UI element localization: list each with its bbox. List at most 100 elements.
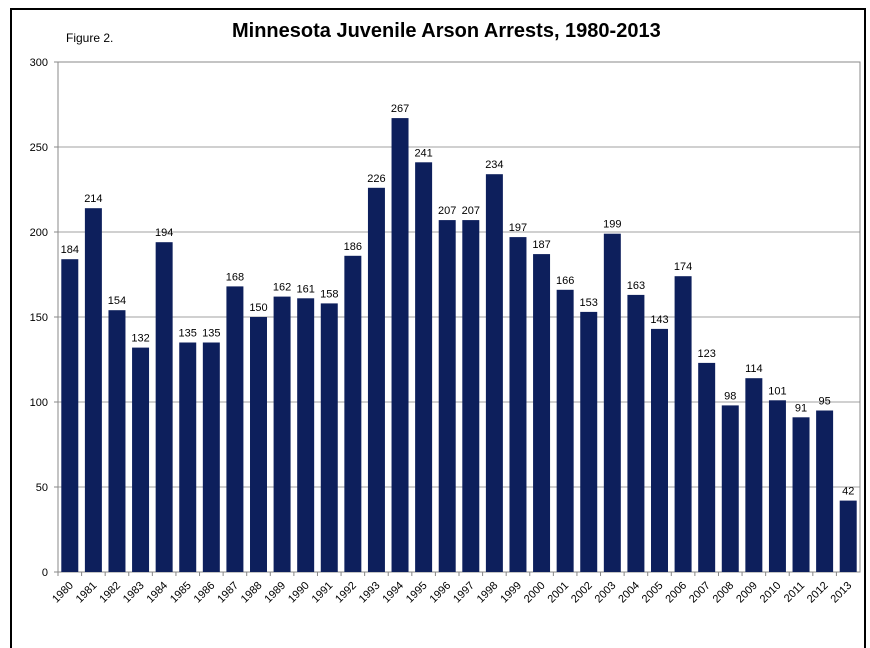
- data-label: 226: [367, 173, 385, 185]
- data-label: 91: [795, 402, 807, 414]
- bar: [533, 254, 551, 572]
- bar: [344, 255, 362, 573]
- data-label: 153: [580, 297, 598, 309]
- x-tick-label: 1992: [333, 580, 359, 606]
- data-label: 158: [320, 288, 338, 300]
- x-tick-label: 2002: [569, 580, 595, 606]
- data-label: 199: [603, 219, 621, 231]
- bar: [745, 378, 763, 572]
- x-tick-label: 2005: [640, 580, 666, 606]
- bar: [603, 233, 621, 572]
- data-label: 168: [226, 271, 244, 283]
- bar: [768, 400, 786, 572]
- bar: [179, 342, 197, 572]
- chart-frame: [10, 8, 866, 648]
- data-label: 101: [768, 385, 786, 397]
- data-label: 187: [532, 239, 550, 251]
- bar: [721, 405, 739, 572]
- bar: [651, 328, 668, 572]
- x-tick-label: 1998: [475, 580, 501, 606]
- y-tick-label: 150: [30, 312, 48, 324]
- y-tick-label: 200: [30, 227, 48, 239]
- bar: [367, 187, 385, 573]
- data-label: 234: [485, 159, 503, 171]
- bar: [816, 410, 834, 572]
- data-label: 214: [84, 193, 102, 205]
- figure-label: Figure 2.: [66, 31, 114, 45]
- data-label: 95: [818, 396, 830, 408]
- bar: [108, 310, 126, 572]
- data-label: 197: [509, 222, 527, 234]
- x-tick-label: 1987: [215, 580, 241, 606]
- x-tick-label: 1988: [239, 580, 265, 606]
- x-tick-label: 2003: [593, 580, 619, 606]
- x-tick-label: 1993: [357, 580, 383, 606]
- bar: [84, 208, 102, 572]
- x-tick-label: 1996: [428, 580, 454, 606]
- bar: [202, 342, 220, 572]
- x-tick-label: 1984: [144, 580, 170, 606]
- bar: [438, 220, 456, 572]
- x-tick-label: 2012: [805, 580, 831, 606]
- data-label: 186: [344, 241, 362, 253]
- x-tick-label: 1995: [404, 580, 430, 606]
- data-label: 184: [61, 244, 79, 256]
- x-tick-label: 2010: [758, 580, 784, 606]
- bar: [839, 500, 857, 572]
- data-label: 98: [724, 390, 736, 402]
- x-tick-label: 1990: [286, 580, 312, 606]
- x-tick-label: 2008: [711, 580, 737, 606]
- x-tick-label: 1999: [498, 580, 524, 606]
- x-tick-label: 1986: [192, 580, 218, 606]
- bar: [320, 303, 338, 572]
- x-tick-label: 2007: [687, 580, 713, 606]
- x-tick-label: 1982: [97, 580, 123, 606]
- bar: [556, 289, 574, 572]
- bar: [273, 296, 291, 572]
- bar: [226, 286, 244, 572]
- data-label: 135: [179, 328, 197, 340]
- data-label: 123: [697, 348, 715, 360]
- bar: [132, 347, 150, 572]
- x-tick-label: 2013: [829, 580, 855, 606]
- x-tick-label: 1991: [310, 580, 336, 606]
- bar: [698, 362, 716, 572]
- x-tick-label: 1980: [50, 580, 76, 606]
- x-tick-label: 1983: [121, 580, 147, 606]
- y-tick-label: 50: [36, 482, 48, 494]
- x-tick-label: 1997: [451, 580, 477, 606]
- bar: [297, 298, 315, 572]
- data-label: 162: [273, 282, 291, 294]
- bar: [580, 311, 598, 572]
- bar-chart: 0501001502002503001841980214198115419821…: [30, 57, 861, 606]
- x-tick-label: 2006: [663, 580, 689, 606]
- y-tick-label: 0: [42, 567, 48, 579]
- bar: [509, 237, 527, 572]
- x-tick-label: 2004: [616, 580, 642, 606]
- data-label: 114: [745, 363, 763, 375]
- y-tick-label: 250: [30, 142, 48, 154]
- y-tick-label: 300: [30, 57, 48, 69]
- x-tick-label: 2009: [734, 580, 760, 606]
- bar: [792, 417, 810, 572]
- data-label: 150: [249, 302, 267, 314]
- data-label: 163: [627, 280, 645, 292]
- bar: [462, 220, 480, 572]
- data-label: 267: [391, 103, 409, 115]
- x-tick-label: 1981: [74, 580, 100, 606]
- data-label: 132: [131, 333, 149, 345]
- bar: [391, 118, 409, 572]
- x-tick-label: 1994: [380, 580, 406, 606]
- bar: [250, 317, 267, 572]
- bar: [415, 162, 433, 573]
- bar: [155, 242, 173, 572]
- x-tick-label: 2001: [545, 580, 571, 606]
- x-tick-label: 1989: [262, 580, 288, 606]
- data-label: 42: [842, 486, 854, 498]
- data-label: 207: [462, 205, 480, 217]
- data-label: 194: [155, 227, 173, 239]
- chart-title: Minnesota Juvenile Arson Arrests, 1980-2…: [232, 20, 661, 42]
- bar: [627, 294, 645, 572]
- x-tick-label: 1985: [168, 580, 194, 606]
- data-label: 154: [108, 295, 126, 307]
